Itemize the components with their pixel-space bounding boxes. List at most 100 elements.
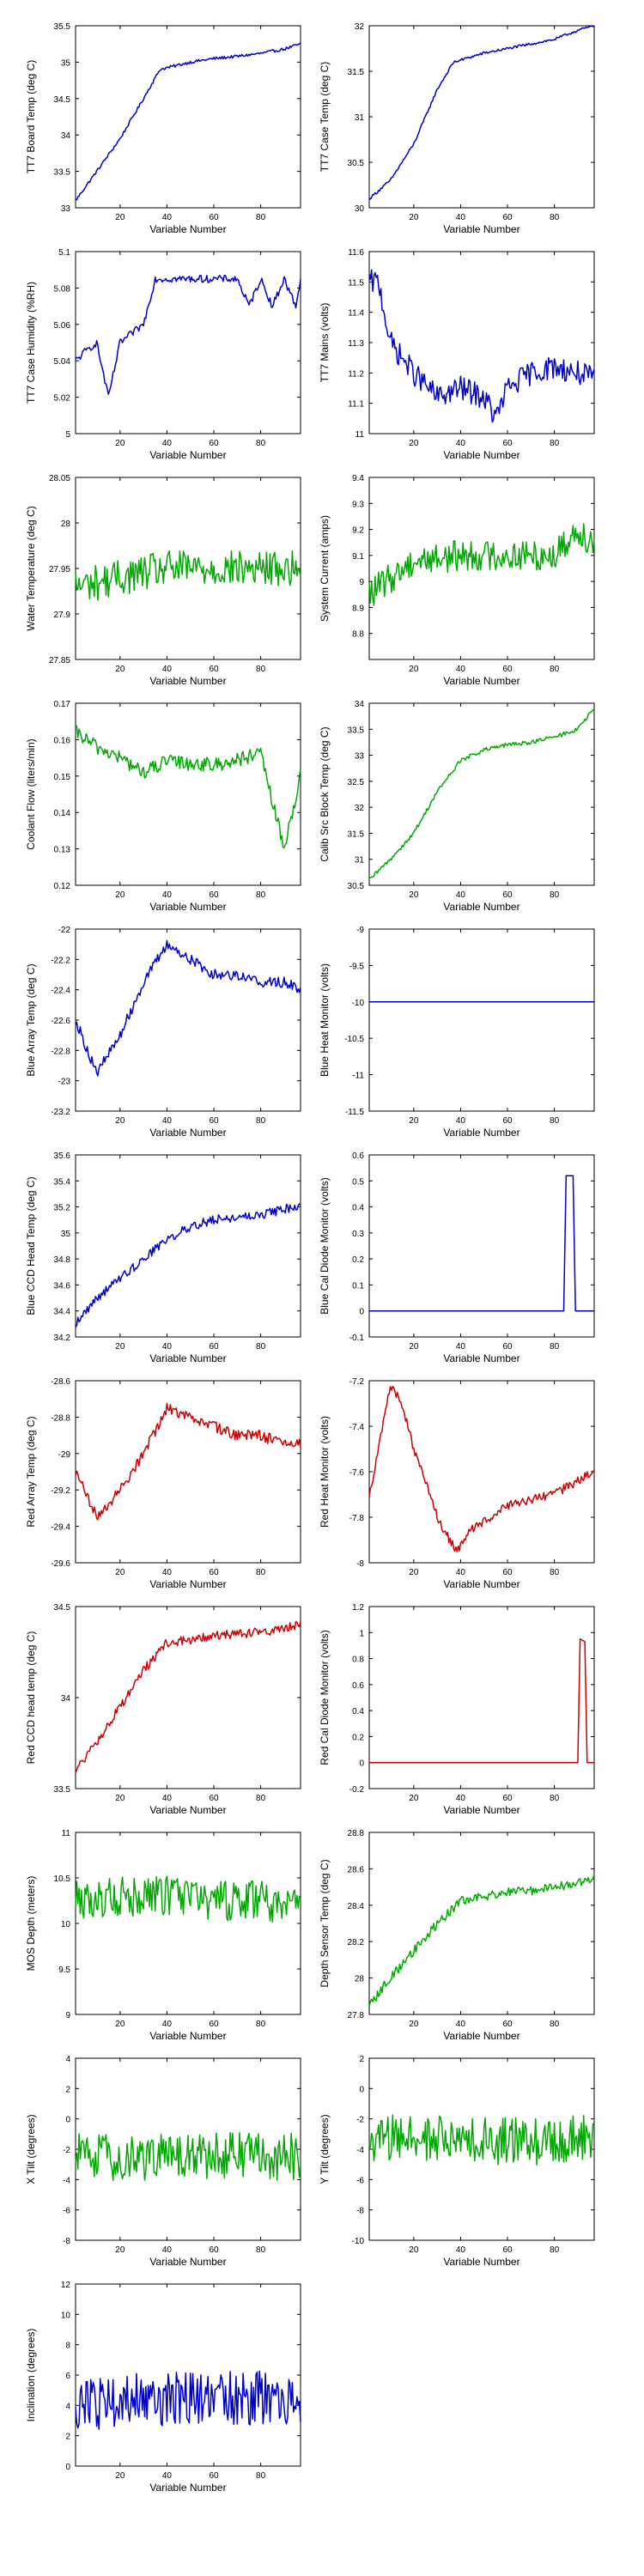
x-axis-label: Variable Number (443, 2030, 519, 2042)
x-axis-label: Variable Number (149, 675, 226, 687)
y-tick-label: -10 (352, 999, 365, 1008)
y-tick-label: -2 (63, 2146, 70, 2155)
y-tick-label: -9 (356, 926, 364, 935)
y-tick-label: 5 (65, 430, 70, 440)
y-axis-label: Red CCD head temp (deg C) (25, 1631, 37, 1765)
y-tick-label: 28.6 (348, 1865, 365, 1874)
y-tick-label: -0.1 (349, 1334, 365, 1343)
y-tick-label: 11.4 (348, 309, 364, 319)
x-tick-label: 60 (502, 1794, 513, 1803)
y-tick-label: 35.5 (54, 22, 71, 32)
x-axis-label: Variable Number (149, 2030, 226, 2042)
y-tick-label: 0 (65, 2116, 70, 2125)
x-axis-label: Variable Number (149, 1127, 226, 1139)
x-tick-label: 40 (456, 890, 466, 900)
y-tick-label: 11.5 (348, 278, 364, 288)
y-tick-label: 28 (355, 1975, 365, 1984)
x-tick-label: 80 (256, 439, 266, 448)
x-axis-label: Variable Number (149, 1578, 226, 1590)
x-tick-label: 80 (256, 665, 266, 674)
y-axis-label: Red Heat Monitor (volts) (319, 1416, 331, 1528)
x-tick-label: 80 (256, 1116, 266, 1126)
x-tick-label: 20 (115, 1568, 125, 1577)
y-axis-label: TT7 Case Temp (deg C) (319, 62, 331, 173)
y-tick-label: -7.2 (349, 1377, 365, 1387)
y-tick-label: -10.5 (344, 1035, 364, 1044)
x-tick-label: 60 (209, 1794, 219, 1803)
series-line (75, 550, 301, 601)
y-tick-label: 33.5 (54, 168, 71, 178)
y-tick-label: 0.6 (352, 1151, 364, 1161)
y-tick-label: 10 (61, 2311, 71, 2320)
series-line (369, 1638, 594, 1764)
plot-area (368, 928, 595, 1112)
y-tick-label: 33 (61, 204, 71, 214)
y-tick-label: 5.1 (58, 248, 70, 258)
y-tick-label: 1.2 (352, 1603, 364, 1613)
x-tick-label: 60 (209, 2471, 219, 2481)
x-tick-label: 60 (502, 2245, 513, 2255)
y-tick-label: 33.5 (54, 1785, 71, 1795)
y-tick-label: -0.2 (349, 1785, 365, 1795)
y-tick-label: 28.05 (49, 474, 70, 483)
y-tick-label: 34.2 (54, 1334, 71, 1343)
chart-panel-12: -0.1 0 0.1 0.2 0.3 0.4 0.5 0.6 20 40 60 80 Variable … (319, 1151, 595, 1364)
y-tick-label: 0.6 (352, 1681, 364, 1691)
plot-area (75, 251, 301, 434)
x-axis-label: Variable Number (149, 2256, 226, 2268)
y-tick-label: 34 (61, 1694, 71, 1704)
chart-panel-3: 5 5.02 5.04 5.06 5.08 5.1 20 40 60 80 Variable Num… (25, 248, 301, 461)
y-tick-label: 0.12 (54, 882, 71, 891)
x-axis-label: Variable Number (443, 1578, 519, 1590)
x-tick-label: 20 (115, 1794, 125, 1803)
y-tick-label: 8 (65, 2342, 70, 2351)
y-tick-label: 0.13 (54, 846, 71, 855)
y-axis-label: Water Temperature (deg C) (25, 506, 37, 630)
series-line (75, 42, 301, 201)
y-tick-label: 31.5 (348, 829, 365, 839)
y-tick-label: 34.5 (54, 1603, 71, 1613)
y-tick-label: 11.2 (348, 369, 364, 379)
series-line (75, 2370, 301, 2430)
y-tick-label: 8.9 (352, 604, 364, 613)
x-axis-label: Variable Number (443, 449, 519, 461)
x-tick-label: 20 (115, 2471, 125, 2481)
y-axis-label: TT7 Mains (volts) (319, 303, 331, 383)
y-tick-label: 0.8 (352, 1656, 364, 1665)
y-tick-label: 0.3 (352, 1230, 364, 1239)
chart-panel-10: -11.5 -11 -10.5 -10 -9.5 -9 20 40 60 80 Variable N… (319, 926, 595, 1139)
y-tick-label: -22.8 (51, 1047, 70, 1056)
x-axis-label: Variable Number (443, 223, 519, 235)
y-tick-label: 0.2 (352, 1733, 364, 1742)
x-tick-label: 60 (209, 1342, 219, 1352)
x-tick-label: 20 (115, 1116, 125, 1126)
y-tick-label: 0.4 (352, 1707, 364, 1716)
chart-panel-19: -8 -6 -4 -2 0 2 4 20 40 60 80 Variable Number X Tilt… (25, 2055, 301, 2268)
y-tick-label: 9.3 (352, 500, 364, 509)
x-tick-label: 80 (550, 1342, 560, 1352)
plot-area (75, 928, 301, 1112)
chart-panel-15: 33.5 34 34.5 20 40 60 80 Variable Number Red CCD… (25, 1603, 301, 1816)
chart-panel-6: 8.8 8.9 9 9.1 9.2 9.3 9.4 20 40 60 80 Variable Numb… (319, 474, 595, 687)
y-tick-label: 5.08 (54, 284, 71, 294)
plot-area (75, 1380, 301, 1564)
x-axis-label: Variable Number (149, 1352, 226, 1364)
x-tick-label: 20 (115, 1342, 125, 1352)
chart-panel-16: -0.2 0 0.2 0.4 0.6 0.8 1 1.2 20 40 60 80 Variable Nu… (319, 1603, 595, 1816)
x-tick-label: 80 (550, 1568, 560, 1577)
y-tick-label: 0.17 (54, 700, 71, 709)
y-tick-label: 32 (355, 22, 365, 32)
x-tick-label: 80 (256, 2471, 266, 2481)
plot-area (75, 25, 301, 209)
y-axis-label: X Tilt (degrees) (25, 2114, 37, 2184)
y-tick-label: 27.9 (54, 611, 71, 620)
chart-panel-11: 34.2 34.4 34.6 34.8 35 35.2 35.4 35.6 20 40 60 80 Va… (25, 1151, 301, 1364)
y-tick-label: 2 (65, 2433, 70, 2442)
y-tick-label: -22.4 (51, 987, 70, 996)
series-line (368, 2114, 595, 2166)
x-axis-label: Variable Number (149, 1804, 226, 1816)
x-tick-label: 60 (502, 890, 513, 900)
x-axis-label: Variable Number (443, 1352, 519, 1364)
y-tick-label: 9.2 (352, 526, 364, 536)
